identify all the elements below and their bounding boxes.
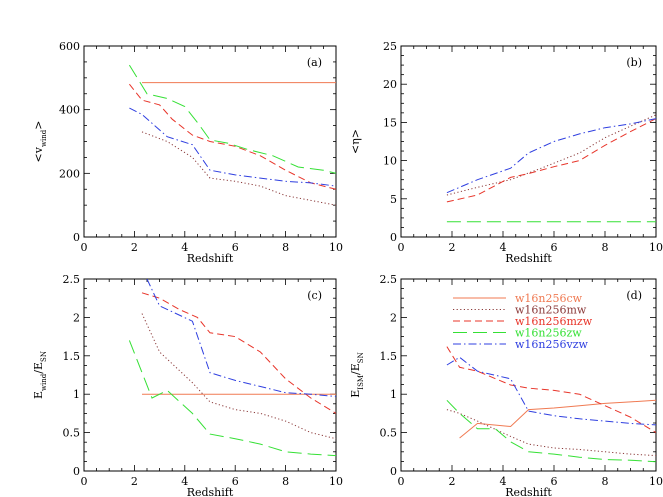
series-line-mw (141, 131, 336, 206)
y-tick-label: 0.5 (63, 427, 81, 440)
panel-tag: (d) (626, 289, 642, 302)
y-tick-label: 2 (390, 311, 397, 324)
panel-d: 0 2 4 6 8 10 0 0.5 1 1.5 2 2.5 Redshift EISM/ESN (d) w1… (349, 273, 663, 497)
panel-c: 0 2 4 6 8 10 0 0.5 1 1.5 2 2.5 Redshift Ewind/ESN (c) (32, 273, 343, 497)
y-axis-title: EISM/ESN (349, 352, 365, 397)
series-line-vzw (129, 107, 336, 187)
x-tick-label: 0 (398, 241, 405, 254)
panel-tag: (c) (307, 289, 322, 302)
y-tick-label: 1 (73, 388, 80, 401)
x-tick-label: 10 (649, 241, 663, 254)
x-tick-label: 4 (500, 475, 507, 488)
legend-label-cw: w16n256cw (515, 292, 583, 305)
x-tick-label: 4 (181, 475, 188, 488)
series-line-vzw (446, 356, 656, 426)
x-tick-label: 2 (131, 475, 138, 488)
plot-frame (400, 45, 657, 238)
x-tick-label: 8 (282, 475, 289, 488)
x-axis-title: Redshift (187, 252, 234, 265)
x-tick-label: 0 (81, 475, 88, 488)
series-group (128, 64, 336, 206)
x-axis-title: Redshift (505, 486, 552, 497)
x-tick-label: 8 (602, 475, 609, 488)
legend-label-mw: w16n256mw (515, 304, 587, 317)
x-axis-title: Redshift (187, 486, 234, 497)
series-line-zw (128, 64, 336, 174)
series-line-mzw (446, 346, 656, 434)
x-tick-label: 2 (449, 241, 456, 254)
panel-tag: (b) (626, 56, 642, 69)
y-tick-label: 2.5 (63, 273, 81, 286)
y-tick-label: 25 (383, 40, 397, 53)
y-tick-label: 1.5 (63, 350, 81, 363)
y-tick-label: 2.5 (380, 273, 398, 286)
y-tick-label: 1 (390, 388, 397, 401)
x-axis-title: Redshift (505, 252, 552, 265)
y-tick-label: 10 (383, 155, 397, 168)
x-tick-label: 10 (329, 241, 343, 254)
series-line-mw (141, 313, 336, 440)
y-axis-title: Ewind/ESN (32, 351, 48, 399)
x-tick-label: 0 (81, 241, 88, 254)
series-line-cw (459, 399, 656, 439)
y-tick-label: 0 (73, 465, 80, 478)
panel-tag: (a) (307, 56, 322, 69)
legend-label-mzw: w16n256mzw (515, 315, 593, 328)
legend-label-vzw: w16n256vzw (515, 338, 589, 351)
panel-b: 0 2 4 6 8 10 0 5 10 15 20 25 Redshift <η> (b) (349, 40, 663, 265)
x-tick-label: 6 (232, 475, 239, 488)
y-tick-label: 0.5 (380, 427, 398, 440)
series-line-mzw (446, 118, 656, 203)
series-line-mw (446, 114, 656, 196)
y-tick-label: 5 (390, 193, 397, 206)
y-tick-label: 0 (73, 231, 80, 244)
y-tick-label: 400 (59, 104, 80, 117)
y-tick-label: 0 (390, 231, 397, 244)
x-tick-label: 6 (551, 241, 558, 254)
legend: w16n256cww16n256mww16n256mzww16n256zww16… (453, 292, 593, 351)
x-tick-label: 4 (500, 241, 507, 254)
series-line-mw (446, 409, 656, 457)
x-tick-label: 10 (649, 475, 663, 488)
y-tick-label: 15 (383, 116, 397, 129)
y-axis-title: <η> (349, 129, 362, 154)
series-line-zw (446, 399, 656, 463)
x-tick-label: 0 (398, 475, 405, 488)
x-tick-label: 8 (602, 241, 609, 254)
series-line-mzw (141, 292, 336, 414)
y-axis-title: <vwind> (32, 121, 48, 163)
plot-frame (83, 278, 337, 472)
y-tick-label: 600 (59, 40, 80, 53)
y-tick-label: 0 (390, 465, 397, 478)
y-tick-label: 1.5 (380, 350, 398, 363)
series-line-mzw (129, 83, 336, 190)
x-tick-label: 2 (131, 241, 138, 254)
series-line-vzw (446, 118, 656, 194)
series-group (446, 114, 656, 223)
x-tick-label: 4 (181, 241, 188, 254)
y-tick-label: 2 (73, 311, 80, 324)
panel-a: 0 2 4 6 8 10 0 200 400 600 Redshift <vwind> (a) (32, 40, 343, 265)
x-tick-label: 2 (449, 475, 456, 488)
y-tick-label: 20 (383, 78, 397, 91)
x-tick-label: 6 (551, 475, 558, 488)
x-tick-label: 10 (329, 475, 343, 488)
series-line-vzw (146, 279, 336, 397)
x-tick-label: 6 (232, 241, 239, 254)
legend-label-zw: w16n256zw (515, 327, 582, 340)
series-group (128, 279, 336, 457)
x-tick-label: 8 (282, 241, 289, 254)
series-line-zw (128, 340, 336, 457)
series-group (446, 346, 656, 463)
y-tick-label: 200 (59, 167, 80, 180)
